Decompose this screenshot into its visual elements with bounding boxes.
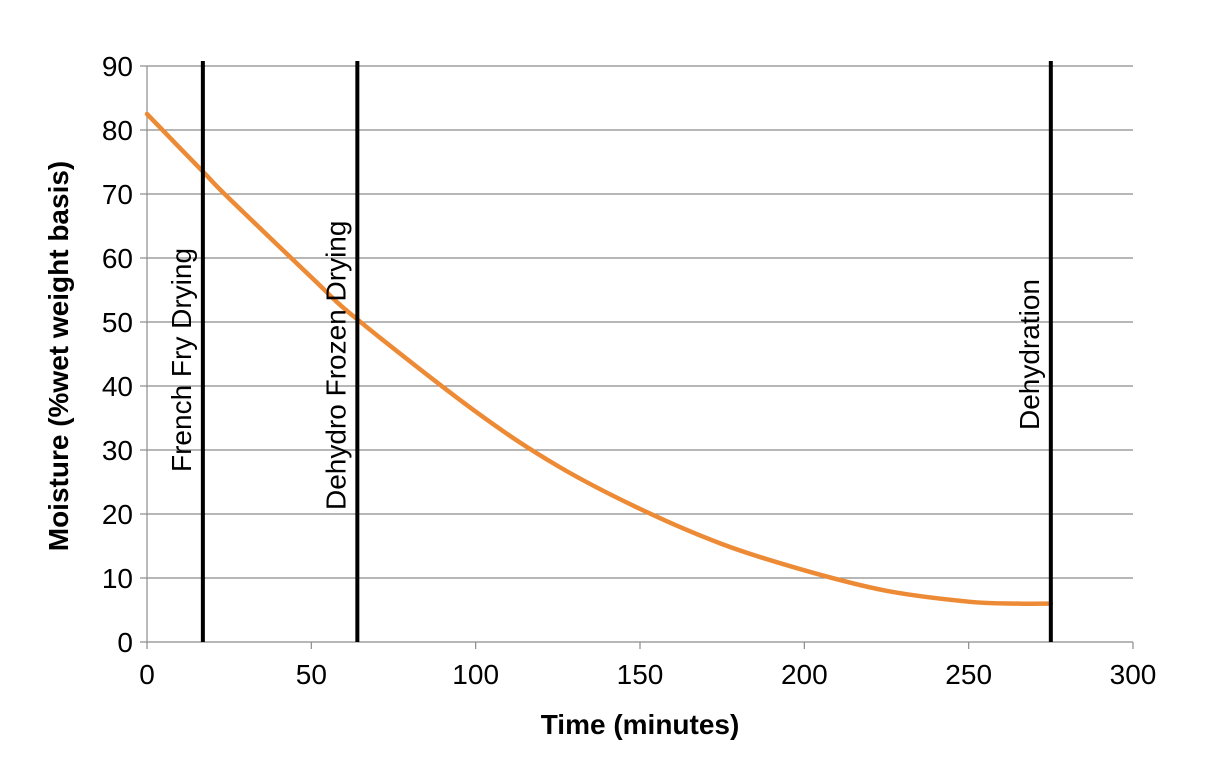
x-tick-label: 250	[945, 659, 992, 690]
y-axis-title: Moisture (%wet weight basis)	[43, 161, 74, 552]
y-tick-label: 0	[117, 627, 133, 658]
y-tick-label: 80	[102, 115, 133, 146]
x-tick-label: 0	[139, 659, 155, 690]
x-tick-label: 100	[452, 659, 499, 690]
stage-marker-label: Dehydro Frozen Drying	[320, 221, 351, 510]
y-tick-label: 90	[102, 51, 133, 82]
y-tick-label: 70	[102, 179, 133, 210]
x-axis-title: Time (minutes)	[541, 709, 740, 740]
stage-marker-label: Dehydration	[1014, 279, 1045, 430]
y-tick-label: 40	[102, 371, 133, 402]
axes	[140, 65, 1134, 649]
x-tick-label: 300	[1110, 659, 1157, 690]
y-tick-label: 30	[102, 435, 133, 466]
x-tick-label: 50	[296, 659, 327, 690]
series-area	[144, 111, 1054, 606]
x-tick-label: 150	[617, 659, 664, 690]
y-tick-label: 50	[102, 307, 133, 338]
stage-markers: French Fry Drying Dehydro Frozen Drying De…	[166, 61, 1053, 642]
grid-lines	[147, 65, 1133, 579]
y-tick-label: 20	[102, 499, 133, 530]
x-tick-label: 200	[781, 659, 828, 690]
stage-marker-label: French Fry Drying	[166, 248, 197, 472]
tick-labels: 0 10 20 30 40 50 60 70 80 90 0 50 100 150 200 250 300	[102, 51, 1157, 690]
moisture-series-line	[144, 111, 1054, 606]
y-tick-label: 10	[102, 563, 133, 594]
y-tick-label: 60	[102, 243, 133, 274]
